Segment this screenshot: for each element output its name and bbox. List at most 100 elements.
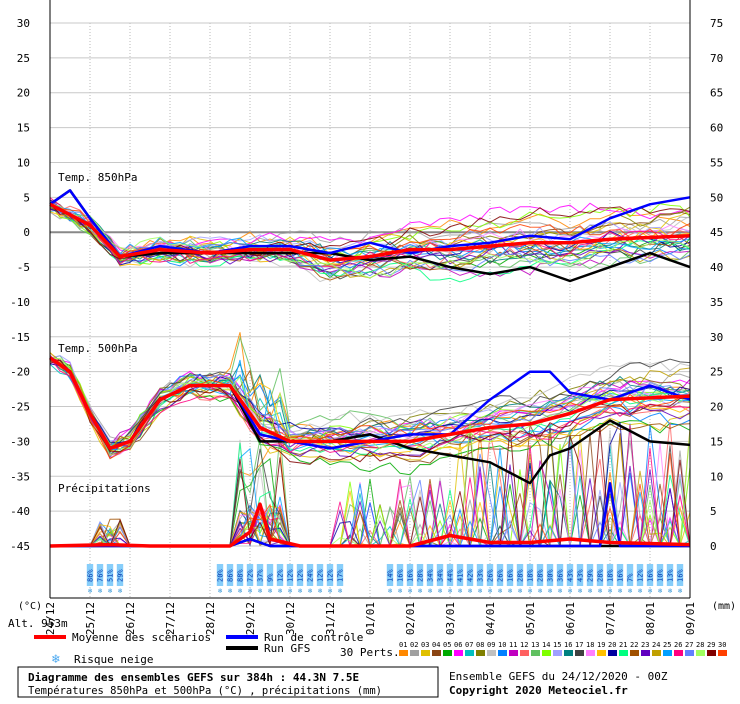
perturbation-id-label: 15 xyxy=(553,641,561,649)
snowflake-icon: ❄ xyxy=(478,587,482,595)
snowflake-icon: ❄ xyxy=(98,587,102,595)
left-axis-tick-label: -25 xyxy=(10,401,30,414)
perturbation-color-swatch xyxy=(454,650,463,656)
perturbation-id-label: 21 xyxy=(619,641,627,649)
left-axis-tick-label: 10 xyxy=(17,156,30,169)
snow-risk-bar xyxy=(646,564,654,586)
snow-risk-bar xyxy=(466,564,474,586)
snowflake-icon: ❄ xyxy=(228,587,232,595)
x-tick-label: 28/12 xyxy=(204,602,217,635)
snow-risk-bar xyxy=(336,564,344,586)
perturbation-color-swatch xyxy=(608,650,617,656)
snowflake-icon: ❄ xyxy=(51,652,60,667)
snow-risk-value: 16% xyxy=(407,569,415,582)
snowflake-icon: ❄ xyxy=(258,587,262,595)
right-axis-tick-label: 25 xyxy=(710,366,723,379)
x-tick-label: 25/12 xyxy=(84,602,97,635)
perturbation-id-label: 16 xyxy=(564,641,572,649)
left-axis-tick-label: 25 xyxy=(17,52,30,65)
snow-risk-value: 16% xyxy=(617,569,625,582)
snow-risk-value: 10% xyxy=(657,569,665,582)
altitude-label: Alt. 953m xyxy=(8,617,68,630)
perturbation-color-swatch xyxy=(531,650,540,656)
perturbation-color-swatch xyxy=(553,650,562,656)
perturbation-id-label: 04 xyxy=(432,641,440,649)
right-axis-tick-label: 60 xyxy=(710,122,723,135)
snow-risk-bar xyxy=(396,564,404,586)
right-axis-tick-label: 10 xyxy=(710,470,723,483)
right-axis-tick-label: 75 xyxy=(710,17,723,30)
snowflake-icon: ❄ xyxy=(648,587,652,595)
snow-risk-value: 20% xyxy=(217,569,225,582)
snowflake-icon: ❄ xyxy=(458,587,462,595)
snowflake-icon: ❄ xyxy=(608,587,612,595)
snow-risk-value: 16% xyxy=(507,569,515,582)
right-axis-tick-label: 50 xyxy=(710,191,723,204)
snow-risk-value: 72% xyxy=(247,569,255,582)
snowflake-icon: ❄ xyxy=(88,587,92,595)
snowflake-icon: ❄ xyxy=(668,587,672,595)
left-axis-tick-label: 20 xyxy=(17,87,30,100)
t500-section-label: Temp. 500hPa xyxy=(58,342,137,355)
snow-risk-value: 12% xyxy=(317,569,325,582)
x-tick-label: 03/01 xyxy=(444,602,457,635)
snowflake-icon: ❄ xyxy=(308,587,312,595)
perturbation-color-swatch xyxy=(707,650,716,656)
snow-risk-bar xyxy=(616,564,624,586)
snow-risk-layer: ❄86%❄76%❄51%❄29%❄20%❄86%❄88%❄72%❄37%❄9%❄… xyxy=(87,564,685,595)
perturbation-id-label: 22 xyxy=(630,641,638,649)
perturbation-id-label: 29 xyxy=(707,641,715,649)
snow-risk-bar xyxy=(316,564,324,586)
snow-risk-bar xyxy=(586,564,594,586)
snowflake-icon: ❄ xyxy=(448,587,452,595)
snow-risk-value: 86% xyxy=(227,569,235,582)
left-axis-tick-label: 0 xyxy=(23,226,30,239)
x-tick-label: 26/12 xyxy=(124,602,137,635)
right-axis-tick-label: 45 xyxy=(710,226,723,239)
perturbation-id-label: 26 xyxy=(674,641,682,649)
snow-risk-bar xyxy=(516,564,524,586)
snow-risk-bar xyxy=(636,564,644,586)
snow-risk-value: 88% xyxy=(237,569,245,582)
x-tick-label: 02/01 xyxy=(404,602,417,635)
x-tick-label: 08/01 xyxy=(644,602,657,635)
snow-risk-value: 51% xyxy=(107,569,115,582)
perturbation-id-label: 09 xyxy=(487,641,495,649)
x-tick-label: 30/12 xyxy=(284,602,297,635)
legend-snow-label: Risque neige xyxy=(74,653,153,666)
snow-risk-bar xyxy=(286,564,294,586)
snow-risk-value: 29% xyxy=(117,569,125,582)
perturbation-color-swatch xyxy=(718,650,727,656)
snow-risk-bar xyxy=(256,564,264,586)
right-axis-tick-label: 15 xyxy=(710,435,723,448)
snow-risk-value: 9% xyxy=(267,573,275,582)
snow-risk-bar xyxy=(546,564,554,586)
left-axis-tick-label: -35 xyxy=(10,470,30,483)
left-axis-tick-label: -45 xyxy=(10,540,30,553)
snowflake-icon: ❄ xyxy=(598,587,602,595)
snow-risk-bar xyxy=(96,564,104,586)
snow-risk-bar xyxy=(406,564,414,586)
right-axis-tick-label: 35 xyxy=(710,296,723,309)
snow-risk-value: 18% xyxy=(607,569,615,582)
snow-risk-bar xyxy=(576,564,584,586)
snow-risk-bar xyxy=(526,564,534,586)
snow-risk-bar xyxy=(296,564,304,586)
snowflake-icon: ❄ xyxy=(618,587,622,595)
title-box xyxy=(17,666,439,698)
perturbation-color-swatch xyxy=(663,650,672,656)
grid-layer xyxy=(50,22,691,598)
snow-risk-value: 37% xyxy=(257,569,265,582)
snow-risk-bar xyxy=(246,564,254,586)
perturbation-id-label: 20 xyxy=(608,641,616,649)
snowflake-icon: ❄ xyxy=(528,587,532,595)
left-axis-tick-label: -15 xyxy=(10,331,30,344)
snowflake-icon: ❄ xyxy=(328,587,332,595)
snow-risk-value: 43% xyxy=(567,569,575,582)
legend-control-label: Run de contrôle xyxy=(264,631,363,644)
ensemble-member-t850-line xyxy=(49,204,691,279)
ensemble-member-t500-line xyxy=(49,352,691,448)
perturbation-id-label: 23 xyxy=(641,641,649,649)
perturbation-id-label: 30 xyxy=(718,641,726,649)
